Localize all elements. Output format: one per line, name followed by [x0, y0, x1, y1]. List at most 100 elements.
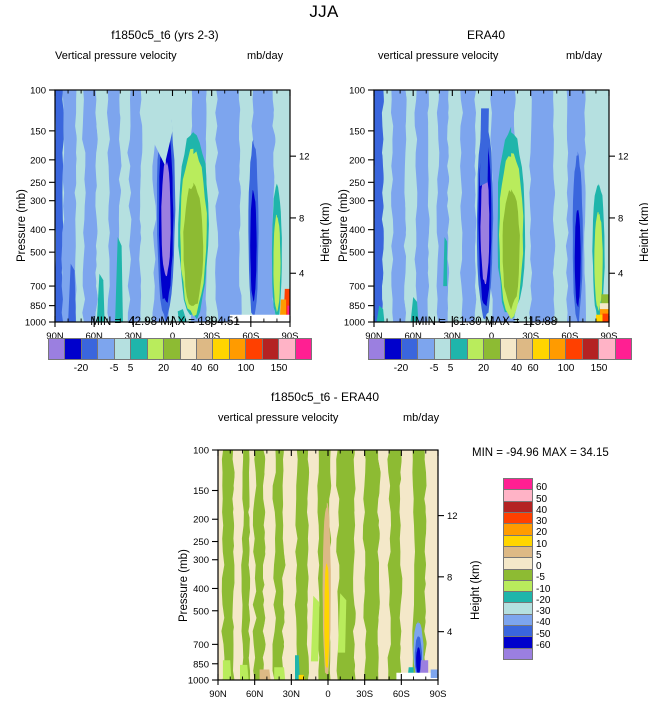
- colorbar-tick-label: 5: [127, 363, 134, 374]
- panel-obs-colorbar: -20 -5 5 20 40 60 100 150: [368, 338, 632, 379]
- colorbar-swatch: [582, 339, 600, 359]
- colorbar-tick-label: 100: [557, 363, 575, 374]
- colorbar-swatch: [180, 339, 197, 359]
- legend-swatch: [504, 490, 532, 502]
- legend-tick-label: -20: [536, 594, 551, 606]
- pressure-tick-label: 100: [349, 86, 365, 97]
- colorbar-swatch: [615, 339, 631, 359]
- pressure-tick-label: 250: [349, 178, 365, 189]
- pressure-tick-label: 400: [193, 584, 209, 595]
- pressure-tick-label: 850: [193, 659, 209, 670]
- colorbar-swatch: [246, 339, 263, 359]
- pressure-tick-label: 300: [193, 555, 209, 566]
- colorbar-swatch: [147, 339, 165, 359]
- latitude-tick-label: 90S: [601, 331, 618, 342]
- pressure-tick-label: 400: [30, 225, 46, 236]
- colorbar-swatch: [451, 339, 468, 359]
- pressure-tick-label: 250: [193, 537, 209, 548]
- panel-obs-title: ERA40: [466, 28, 506, 42]
- pressure-tick-label: 100: [193, 446, 209, 457]
- height-tick-label: 12: [447, 511, 458, 522]
- latitude-tick-label: 90S: [430, 689, 447, 700]
- panel-diff-subcaption: vertical pressure velocity: [218, 412, 339, 424]
- pressure-tick-label: 850: [349, 301, 365, 312]
- latitude-tick-label: 0: [489, 331, 494, 342]
- latitude-tick-label: 30S: [356, 689, 373, 700]
- legend-swatch: [504, 512, 532, 525]
- pressure-tick-label: 850: [30, 301, 46, 312]
- pressure-tick-label: 700: [30, 282, 46, 293]
- panel-model-units: mb/day: [247, 50, 284, 62]
- colorbar-tick-label: -20: [73, 363, 89, 374]
- colorbar-swatch: [131, 339, 148, 359]
- panel-obs-minmax: MIN = -61.30 MAX = 115.88: [414, 316, 558, 328]
- legend-tick-label: 60: [536, 482, 548, 494]
- latitude-tick-label: 60S: [561, 331, 578, 342]
- colorbar-swatch: [549, 339, 567, 359]
- pressure-tick-label: 1000: [344, 318, 365, 329]
- pressure-tick-label: 150: [193, 486, 209, 497]
- pressure-tick-label: 250: [30, 178, 46, 189]
- colorbar-tick-label: 60: [527, 363, 539, 374]
- colorbar-swatch: [566, 339, 583, 359]
- pressure-tick-label: 150: [30, 126, 46, 137]
- colorbar-tick-label: 150: [590, 363, 608, 374]
- colorbar-swatch: [295, 339, 311, 359]
- latitude-tick-label: 90N: [209, 689, 227, 700]
- colorbar-swatch: [229, 339, 247, 359]
- latitude-tick-label: 90N: [365, 331, 383, 342]
- panel-obs: ERA40 vertical pressure velocity mb/day …: [324, 22, 648, 382]
- colorbar-swatch: [114, 339, 132, 359]
- panel-model-plot: 100 150 200 250 300 400 500 700 850 1000 12 8 4 90N 60…: [25, 86, 310, 343]
- pressure-tick-label: 400: [349, 225, 365, 236]
- latitude-tick-label: 30S: [203, 331, 220, 342]
- latitude-tick-label: 30N: [444, 331, 462, 342]
- panel-obs-subcaption: vertical pressure velocity: [378, 50, 499, 62]
- colorbar-swatch: [196, 339, 214, 359]
- pressure-tick-label: 100: [30, 86, 46, 97]
- legend-tick-label: -50: [536, 628, 551, 640]
- legend-tick-label: 30: [536, 516, 548, 527]
- latitude-tick-label: 30N: [125, 331, 143, 342]
- colorbar-swatch: [279, 339, 296, 359]
- panel-diff-plot: 100 150 200 250 300 400 500 700 850 1000 12 8 4 90N 60…: [188, 446, 458, 701]
- legend-swatch: [504, 546, 532, 559]
- legend-tick-label: 0: [536, 561, 542, 572]
- legend-tick-label: -30: [536, 606, 551, 617]
- legend-tick-label: 5: [536, 549, 542, 561]
- colorbar-swatch: [500, 339, 517, 359]
- legend-tick-label: -60: [536, 639, 551, 651]
- colorbar-tick-label: 150: [270, 363, 288, 374]
- colorbar-swatch: [599, 339, 616, 359]
- colorbar-tick-label: 5: [447, 363, 454, 374]
- colorbar-tick-label: 100: [237, 363, 255, 374]
- legend-tick-label: 20: [536, 527, 548, 539]
- pressure-tick-label: 700: [349, 282, 365, 293]
- legend-swatch: [504, 626, 532, 638]
- latitude-tick-label: 60S: [393, 689, 410, 700]
- legend-swatch: [504, 479, 532, 491]
- latitude-tick-label: 0: [170, 331, 175, 342]
- latitude-tick-label: 60N: [404, 331, 422, 342]
- pressure-tick-label: 200: [30, 155, 46, 166]
- latitude-tick-label: 30N: [283, 689, 301, 700]
- colorbar-tick-label: -5: [429, 363, 439, 374]
- panel-model-minmax: MIN = -42.98 MAX = 1894.51: [90, 316, 240, 328]
- colorbar-swatch: [467, 339, 485, 359]
- colorbar-swatch: [418, 339, 435, 359]
- pressure-tick-label: 700: [193, 640, 209, 651]
- height-tick-label: 4: [618, 269, 623, 280]
- colorbar-tick-label: -5: [109, 363, 119, 374]
- pressure-tick-label: 200: [193, 515, 209, 526]
- panel-diff: f1850c5_t6 - ERA40 vertical pressure vel…: [160, 390, 490, 700]
- latitude-tick-label: 30S: [522, 331, 539, 342]
- pressure-tick-label: 200: [349, 155, 365, 166]
- legend-tick-label: -5: [536, 572, 545, 584]
- pressure-tick-label: 1000: [188, 676, 209, 687]
- colorbar-swatch: [262, 339, 280, 359]
- panel-model-colorbar: -20 -5 5 20 40 60 100 150: [48, 338, 312, 379]
- legend-tick-label: -10: [536, 583, 551, 595]
- pressure-tick-label: 500: [30, 248, 46, 259]
- latitude-tick-label: 60S: [242, 331, 259, 342]
- legend-swatch: [504, 648, 532, 659]
